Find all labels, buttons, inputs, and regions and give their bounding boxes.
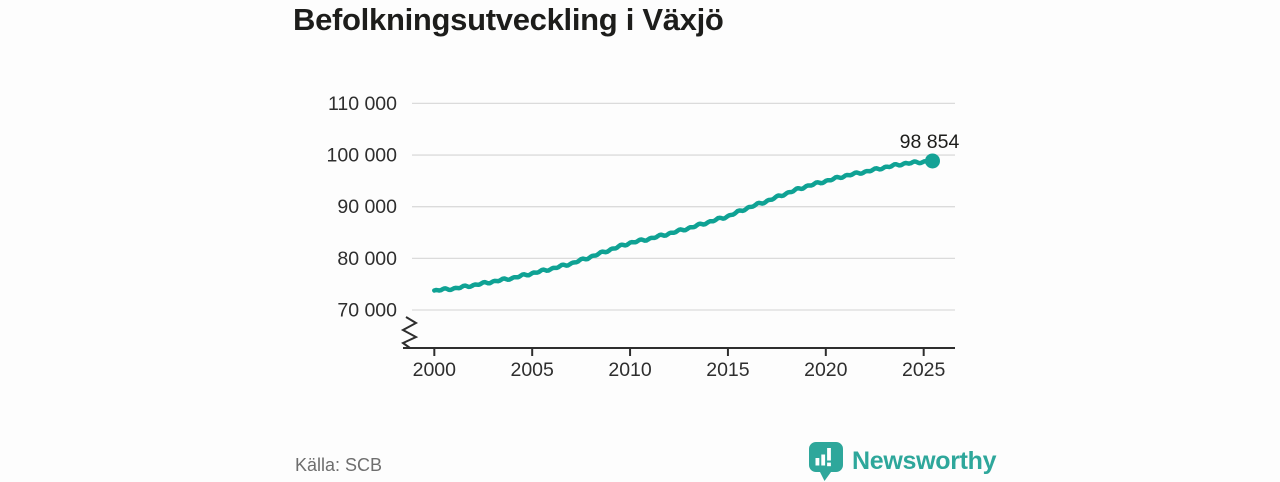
x-tick-label: 2010 <box>608 359 652 381</box>
newsworthy-wordmark: Newsworthy <box>852 447 997 475</box>
y-tick-label: 70 000 <box>337 300 397 322</box>
newsworthy-logo: Newsworthy <box>806 441 997 482</box>
latest-point-marker <box>924 153 940 169</box>
x-tick-label: 2020 <box>804 359 848 381</box>
y-tick-label: 100 000 <box>327 145 398 167</box>
population-line <box>432 158 935 293</box>
newsworthy-badge-icon <box>809 442 843 481</box>
x-tick-label: 2015 <box>706 359 750 381</box>
chart-title: Befolkningsutveckling i Växjö <box>293 2 724 37</box>
x-tick-label: 2005 <box>510 359 554 381</box>
x-tick-label: 2025 <box>902 359 946 381</box>
y-tick-label: 80 000 <box>337 248 397 270</box>
source-label: Källa: SCB <box>295 455 383 475</box>
y-tick-label: 110 000 <box>328 93 397 115</box>
y-tick-label: 90 000 <box>337 196 397 218</box>
latest-value-label: 98 854 <box>900 131 960 153</box>
axis-break-icon <box>400 316 419 349</box>
x-tick-label: 2000 <box>413 359 457 381</box>
